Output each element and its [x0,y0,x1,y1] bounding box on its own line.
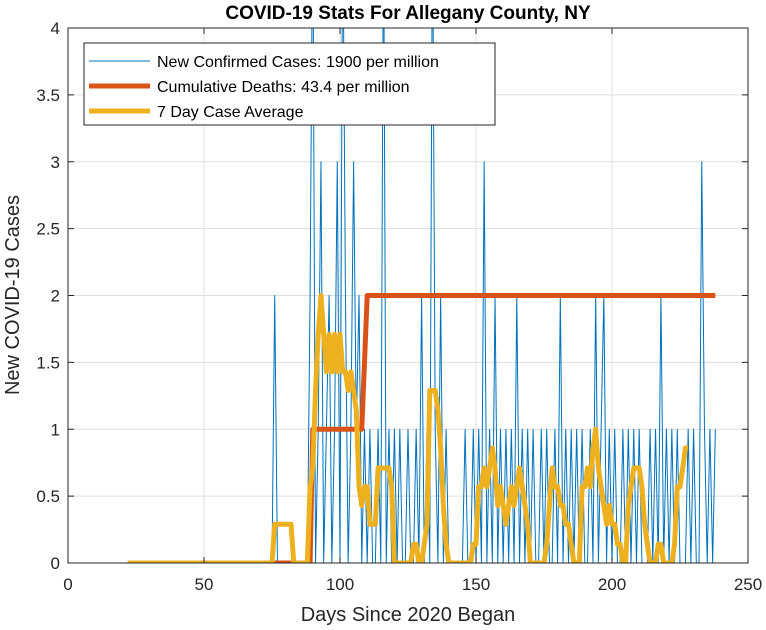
series-group [127,28,716,563]
y-tick-label: 0 [51,554,60,573]
x-tick-label: 250 [734,575,762,594]
y-tick-label: 2 [51,287,60,306]
series-7day-average [127,293,689,563]
y-tick-label: 1.5 [36,353,60,372]
series-new-cases [127,28,716,563]
y-axis-label: New COVID-19 Cases [2,195,24,395]
legend-label-deaths: Cumulative Deaths: 43.4 per million [157,79,410,96]
x-tick-labels: 0 50 100 150 200 250 [63,575,762,594]
y-tick-label: 0.5 [36,487,60,506]
x-tick-label: 0 [63,575,72,594]
x-tick-label: 200 [598,575,626,594]
series-layer [127,28,716,563]
y-tick-label: 4 [51,19,60,38]
legend: New Confirmed Cases: 1900 per million Cu… [83,42,496,126]
y-tick-label: 1 [51,420,60,439]
x-tick-label: 50 [195,575,214,594]
y-tick-labels: 0 0.5 1 1.5 2 2.5 3 3.5 4 [36,19,60,573]
series-cumulative-deaths [127,293,716,563]
ticks [67,27,749,564]
y-tick-label: 3 [51,153,60,172]
y-tick-label: 2.5 [36,220,60,239]
x-tick-label: 150 [462,575,490,594]
y-tick-label: 3.5 [36,86,60,105]
x-axis-label: Days Since 2020 Began [301,604,516,626]
chart-title: COVID-19 Stats For Allegany County, NY [225,3,591,24]
legend-box [83,42,496,126]
x-tick-label: 100 [326,575,354,594]
legend-label-new-cases: New Confirmed Cases: 1900 per million [157,54,439,71]
legend-label-7day-average: 7 Day Case Average [157,104,304,121]
